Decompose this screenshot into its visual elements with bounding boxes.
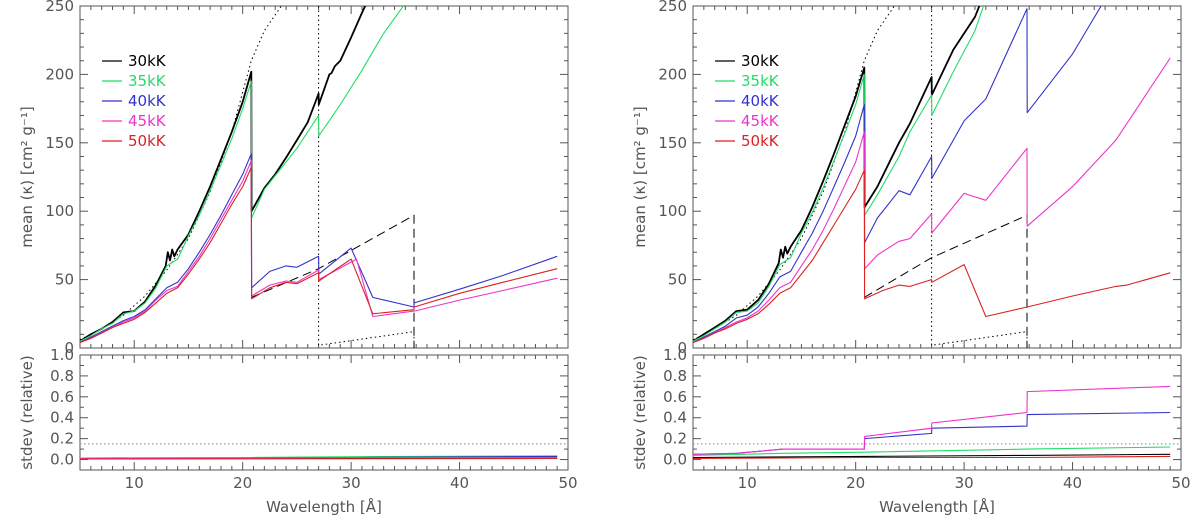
x-tick-label: 10 [125,474,144,492]
stdev-tick-label: 0.2 [50,430,74,448]
legend-label-45kK: 45kK [128,112,167,130]
legend-label-40kK: 40kK [128,92,167,110]
stdev-line-45kK [693,385,1171,455]
stdev-tick-label: 0.0 [50,451,74,469]
series-line-35kK [693,6,985,342]
stdev-plot-area [80,443,568,460]
y-tick-label: 50 [668,271,687,289]
stdev-plot-frame [692,354,1182,471]
reference-line-dotted [931,6,1028,348]
x-tick-label: 30 [342,474,361,492]
legend-label-35kK: 35kK [128,72,167,90]
y-axis-title: mean (κ) [cm² g⁻¹] [631,106,649,247]
stdev-tick-label: 0.4 [663,409,687,427]
main-plot-area [693,6,1171,348]
series-line-50kK [80,166,558,344]
y-tick-label: 0 [64,339,74,357]
main-plot-frame [79,5,569,349]
x-tick-label: 40 [450,474,469,492]
legend-label-50kK: 50kK [741,132,780,150]
x-tick-label: 30 [955,474,974,492]
y-tick-label: 200 [658,65,687,83]
stdev-tick-label: 0.6 [50,388,74,406]
x-tick-label: 50 [1171,474,1190,492]
stdev-axis-title: stdev (relative) [631,355,649,469]
main-plot-frame [692,5,1182,349]
y-tick-label: 200 [45,65,74,83]
stdev-tick-label: 0.6 [663,388,687,406]
stdev-axis-title: stdev (relative) [18,355,36,469]
series-line-35kK [80,6,405,342]
series-line-45kK [693,57,1171,344]
x-tick-label: 20 [846,474,865,492]
stdev-line-45kK [80,456,558,460]
stdev-tick-label: 0.8 [50,367,74,385]
series-line-40kK [80,153,558,343]
stdev-plot-frame [79,354,569,471]
stdev-tick-label: 0.0 [663,451,687,469]
legend-label-50kK: 50kK [128,132,167,150]
series-line-45kK [80,160,558,344]
legend-label-30kK: 30kK [741,52,780,70]
y-tick-label: 100 [658,202,687,220]
reference-line-dashed [864,214,1028,348]
stdev-tick-label: 1.0 [663,346,687,364]
main-plot-area [80,6,558,348]
legend: 30kK 35kK 40kK 45kK 50kK [102,52,167,150]
stdev-line-50kK [80,457,558,460]
stdev-tick-label: 0.8 [663,367,687,385]
legend: 30kK 35kK 40kK 45kK 50kK [715,52,780,150]
series-line-40kK [693,6,1102,343]
y-axis-title: mean (κ) [cm² g⁻¹] [18,106,36,247]
y-tick-label: 100 [45,202,74,220]
stdev-tick-label: 1.0 [50,346,74,364]
y-tick-label: 0 [677,339,687,357]
reference-line-dotted [80,6,282,341]
chart-panel-left: 10 20 30 40 50 0 50 100 150 200 250 0.0 0.2 0.4 0.6 0.8… [18,0,578,516]
x-tick-label: 10 [738,474,757,492]
series-line-50kK [693,169,1171,344]
stdev-line-35kK [693,446,1171,456]
reference-line-dotted [693,6,895,341]
y-tick-label: 250 [658,0,687,15]
x-tick-label: 20 [233,474,252,492]
stdev-tick-label: 0.4 [50,409,74,427]
stdev-line-50kK [693,455,1171,460]
x-tick-label: 40 [1063,474,1082,492]
legend-label-30kK: 30kK [128,52,167,70]
x-axis-title: Wavelength [Å] [879,497,995,516]
legend-label-35kK: 35kK [741,72,780,90]
y-tick-label: 50 [55,271,74,289]
x-tick-label: 50 [558,474,577,492]
reference-line-dashed [251,214,415,348]
chart-panel-right: 10 20 30 40 50 0 50 100 150 200 250 0.0 0.2 0.4 0.6 0.8… [631,0,1191,516]
stdev-line-30kK [693,453,1171,459]
stdev-plot-area [693,385,1181,460]
legend-label-45kK: 45kK [741,112,780,130]
y-tick-label: 150 [45,134,74,152]
series-line-30kK [80,6,367,342]
stdev-tick-label: 0.2 [663,430,687,448]
series-line-30kK [693,6,981,342]
x-axis-title: Wavelength [Å] [266,497,382,516]
reference-line-dotted [318,6,415,348]
legend-label-40kK: 40kK [741,92,780,110]
y-tick-label: 150 [658,134,687,152]
y-tick-label: 250 [45,0,74,15]
